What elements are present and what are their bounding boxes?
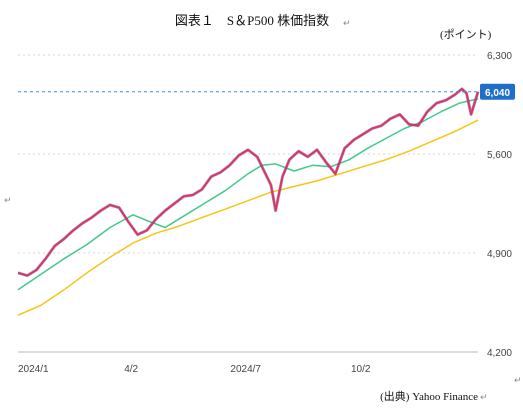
long-moving-average-line [17,119,479,316]
y-tick-labels: 6,300 5,600 4,900 4,200 [487,51,512,359]
y-tick-label: 6,300 [487,51,512,62]
price-shadow-line [17,87,480,278]
series-lines [17,87,480,316]
chart-title: 図表１ S＆P500 株価指数 [175,13,329,28]
x-tick-label: 10/2 [351,364,371,375]
left-return-mark: ↵ [4,196,12,206]
last-value-box [480,83,515,100]
unit-label: (ポイント) [440,28,492,41]
x-tick-labels: 2024/1 4/2 2024/7 10/2 [18,364,371,375]
source-label: (出典) Yahoo Finance [380,389,478,403]
x-tick-label: 4/2 [124,364,138,375]
x-tick-label: 2024/1 [18,364,49,375]
short-moving-average-line [17,98,479,291]
title-return-mark: ↵ [343,19,351,29]
price-line [17,88,479,277]
right-return-mark: ↵ [514,376,522,386]
grid-lines [18,54,478,353]
y-tick-label: 4,900 [487,249,512,260]
x-tick-label: 2024/7 [230,364,261,375]
source-return-mark: ↵ [480,393,488,403]
last-value-label: 6,040 [485,88,510,99]
y-tick-label: 4,200 [487,348,512,359]
y-tick-label: 5,600 [487,150,512,161]
